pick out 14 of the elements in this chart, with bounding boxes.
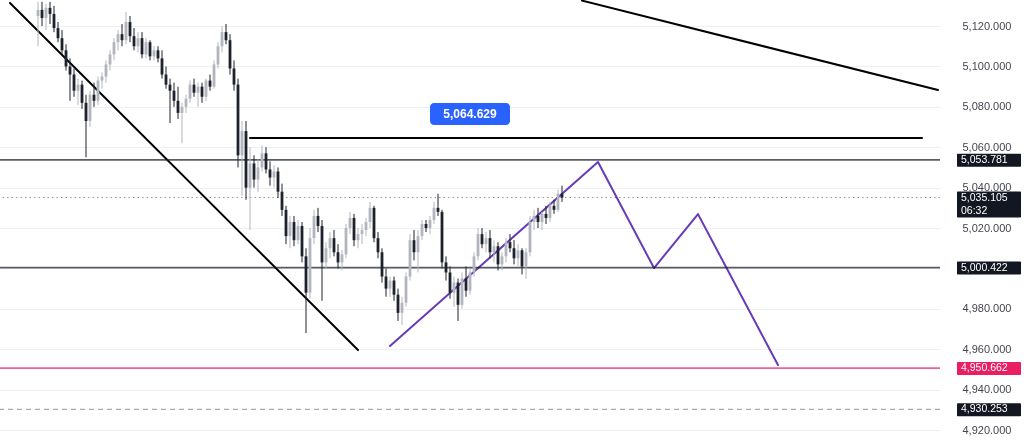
ref-line-label: 4,930.253 bbox=[961, 402, 1008, 415]
y-tick-label: 5,080.000 bbox=[962, 100, 1012, 113]
annotation: 5,064.629 bbox=[443, 106, 498, 121]
y-tick-label: 4,960.000 bbox=[962, 342, 1012, 355]
y-tick-label: 5,020.000 bbox=[962, 221, 1012, 234]
y-tick-label: 4,920.000 bbox=[962, 423, 1012, 436]
y-tick-label: 4,940.000 bbox=[962, 383, 1012, 396]
y-tick-label: 5,120.000 bbox=[962, 19, 1012, 32]
y-tick-label: 5,100.000 bbox=[962, 59, 1012, 72]
y-tick-label: 4,980.000 bbox=[962, 302, 1012, 315]
ref-line-label: 4,950.662 bbox=[961, 361, 1008, 374]
ref-line-label: 5,000.422 bbox=[961, 260, 1008, 273]
ref-line-label: 5,053.781 bbox=[961, 152, 1008, 165]
y-tick-label: 5,060.000 bbox=[962, 140, 1012, 153]
